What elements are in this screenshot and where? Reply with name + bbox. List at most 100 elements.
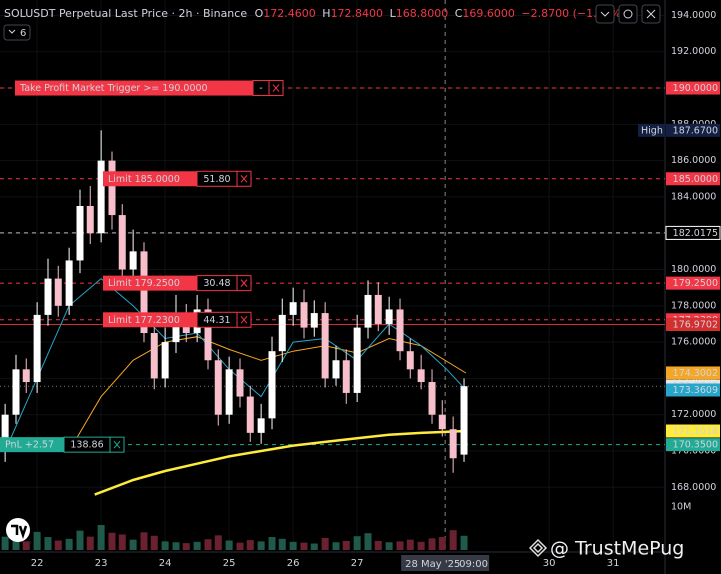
x-tick-label: 31 [607,558,620,569]
volume-bar [54,540,62,550]
volume-bar [22,541,30,550]
order-close-icon [240,174,248,183]
y-tick-label: 186.0000 [671,155,716,166]
volume-bar [460,535,468,550]
candle-body [396,309,404,352]
volume-bar [129,539,137,550]
price-tag-badge [638,123,665,137]
y-tick-label: 176.0000 [671,337,716,348]
header-value: 168.8000 [396,7,449,20]
order-tag[interactable]: Limit 185.0000 51.80 [103,170,252,187]
chevron-icon [600,11,610,17]
volume-bar [438,537,446,550]
candle-body [44,278,52,315]
volume-bar [353,536,361,550]
logo-mark [11,524,28,539]
price-tag-label: 171.1018 [673,426,718,437]
x-tick-label: 25 [223,558,236,569]
candle-body [54,278,62,306]
volume-bar [364,533,372,550]
watermark-logo [528,538,548,558]
indicator-count: 6 [20,28,26,39]
order-label: Limit 185.0000 [108,174,180,185]
volume-bar [214,535,222,550]
order-tag[interactable]: Limit 177.2300 44.31 [103,311,252,328]
candle-body [161,342,169,379]
candle-body [268,351,276,419]
price-tag [666,366,720,380]
price-tag [666,438,720,452]
volume-bar [86,536,94,550]
volume-bar [1,536,9,550]
order-qty: - [259,83,262,94]
candle-body [118,215,126,270]
volume-bar [289,541,297,550]
volume-bar [140,532,148,550]
x-tick-label: 27 [351,558,364,569]
order-qty: 30.48 [203,278,230,289]
volume-bar [150,535,158,550]
price-tag [666,172,720,186]
moving-average [68,336,467,452]
y-tick-label: 194.0000 [671,10,716,21]
header-value: 169.6000 [462,7,515,20]
order-label-box [0,437,64,453]
price-tag [666,424,720,438]
price-tag-badge-label: High [641,125,663,136]
candle-body [150,333,158,379]
volume-bar [44,537,52,550]
indicator-toggle[interactable]: 6 [3,24,31,41]
candle-body [385,309,393,324]
order-tag[interactable]: PnL +2.57 138.86 [0,436,125,453]
header-key: L [390,7,397,20]
price-tag [666,276,720,290]
volume-bar [118,534,126,550]
candle-body [129,251,137,270]
volume-bar [406,539,414,550]
price-tag [665,225,721,240]
indicator-toggle-box[interactable] [3,24,31,41]
order-label: Limit 177.2300 [108,315,180,326]
order-tag[interactable]: Limit 179.2500 30.48 [103,275,252,292]
candles-layer [1,130,468,473]
candle-body [22,369,30,383]
price-tag-label: 170.3500 [673,440,718,451]
candle-body [289,302,297,315]
axis-layer: 168.0000170.0000172.0000174.0000176.0000… [31,10,721,571]
volume-bar [161,541,169,550]
volume-bar [417,541,425,550]
price-tag-label: 176.9702 [673,320,718,331]
candle-body [321,313,329,379]
watermark: @ TrustMePug [528,538,684,560]
volume-bar [65,538,73,550]
order-tag[interactable]: Take Profit Market Trigger >= 190.0000 - [15,80,284,97]
header-key: O [255,7,264,20]
candle-body [278,314,286,352]
candle-body [257,418,265,433]
candle-body [428,382,436,415]
candle-body [300,302,308,328]
volume-bar [33,531,41,550]
volume-bar [332,542,340,550]
candle-body [342,360,350,393]
header-value: 172.8400 [331,7,384,20]
volume-bar [310,543,318,550]
order-label-box [103,171,197,187]
price-tag-label: 182.0175 [673,228,718,239]
candle-body [172,314,180,343]
settings-button[interactable] [618,4,638,24]
price-tag [666,383,720,397]
volume-bar [172,542,180,550]
moving-average [94,429,466,496]
ma-layer [4,277,467,496]
volume-bar [278,538,286,550]
volume-bar [396,541,404,550]
y-tick-label: 192.0000 [671,46,716,57]
header-key: C [455,7,463,20]
candle-body [406,351,414,370]
collapse-button[interactable] [595,4,615,24]
x-tick-label: 22 [31,558,44,569]
order-label-box [103,312,197,328]
candle-body [449,429,457,459]
candle-body [97,160,105,234]
